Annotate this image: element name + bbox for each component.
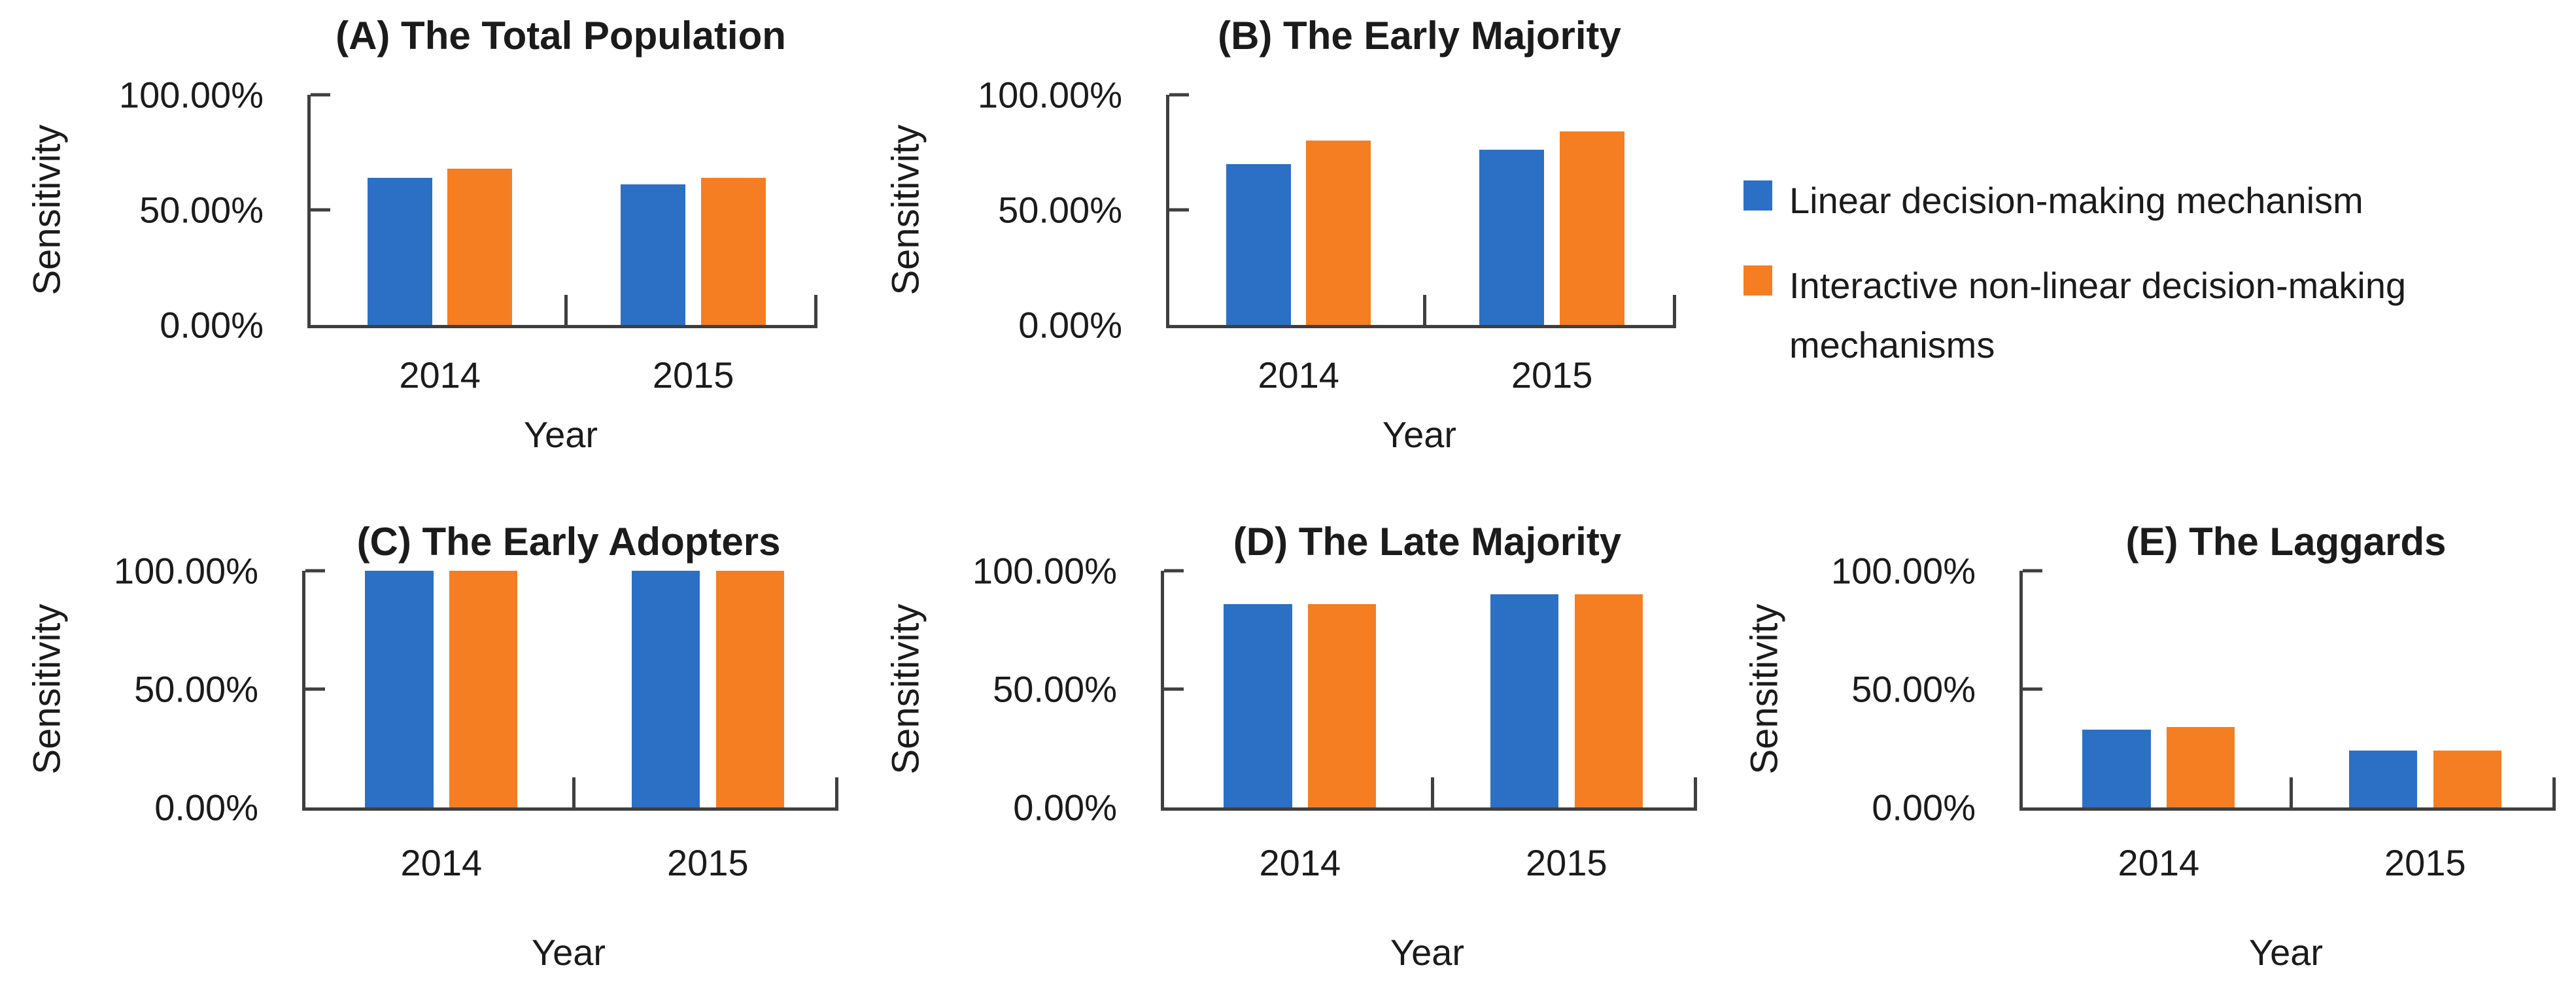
bar-2014-linear	[367, 177, 432, 325]
y-tick-label: 50.00%	[1851, 668, 1976, 710]
bar-2015-interactive-nonlinear	[2433, 751, 2501, 807]
x-axis-title: Year	[523, 414, 598, 455]
chart-early-adopters: (C) The Early Adopters Sensitivity 100.0…	[0, 497, 859, 999]
x-tick-mark	[572, 777, 575, 807]
x-axis-title: Year	[1390, 932, 1465, 973]
chart-late-majority: (D) The Late Majority Sensitivity 100.00…	[859, 497, 1717, 999]
y-tick-label: 50.00%	[993, 668, 1117, 710]
chart-laggards: (E) The Laggards Sensitivity 100.00% 50.0…	[1717, 497, 2576, 999]
x-axis-title: Year	[531, 932, 606, 973]
x-tick-mark	[835, 777, 838, 807]
y-tick-label: 0.00%	[1013, 787, 1117, 828]
y-tick-mark	[311, 208, 330, 212]
chart-title: (A) The Total Population	[335, 14, 786, 58]
chart-total-population: (A) The Total Population Sensitivity 100…	[0, 0, 859, 489]
y-axis-title: Sensitivity	[884, 603, 927, 775]
legend-label: Linear decision-making mechanism	[1789, 180, 2363, 221]
chart-title: (D) The Late Majority	[1233, 520, 1622, 564]
x-tick-mark	[2289, 777, 2293, 807]
y-tick-mark	[305, 687, 325, 691]
bar-2015-linear	[631, 571, 700, 807]
bar-2015-interactive-nonlinear	[1574, 594, 1643, 807]
x-axis-title: Year	[1382, 414, 1457, 455]
y-tick-label: 100.00%	[1830, 550, 1976, 592]
y-axis-title: Sensitivity	[26, 603, 69, 775]
bar-2014-interactive-nonlinear	[2167, 726, 2235, 807]
legend: Linear decision-making mechanism Interac…	[1717, 0, 2576, 489]
y-tick-label: 100.00%	[972, 550, 1117, 592]
bar-2015-linear	[1490, 594, 1559, 807]
x-tick-label: 2014	[2118, 842, 2200, 883]
x-tick-label: 2015	[652, 354, 734, 396]
y-tick-mark	[1164, 569, 1184, 573]
x-tick-mark	[1673, 295, 1676, 325]
x-axis-title: Year	[2248, 932, 2324, 973]
bar-2015-interactive-nonlinear	[700, 177, 766, 325]
y-tick-mark	[311, 93, 330, 97]
x-tick-label: 2014	[399, 354, 481, 396]
bar-2014-interactive-nonlinear	[447, 168, 513, 325]
x-tick-label: 2014	[400, 842, 483, 883]
bar-2014-linear	[2082, 729, 2151, 807]
y-tick-label: 0.00%	[154, 787, 258, 828]
plot-area: 100.00% 50.00% 0.00% 2014 2015	[972, 550, 1697, 883]
bar-2014-linear	[1224, 603, 1292, 807]
bar-2014-interactive-nonlinear	[1306, 141, 1371, 325]
bar-2015-linear	[2348, 751, 2418, 807]
y-tick-label: 100.00%	[113, 550, 258, 592]
x-tick-mark	[1422, 295, 1426, 325]
bar-2015-interactive-nonlinear	[1559, 131, 1624, 325]
y-tick-mark	[1169, 93, 1189, 97]
y-tick-mark	[1164, 687, 1184, 691]
y-axis-title: Sensitivity	[1743, 603, 1786, 775]
legend-label: Interactive non-linear decision-making m…	[1789, 265, 2407, 365]
y-tick-label: 100.00%	[977, 74, 1122, 116]
legend-item-interactive-nonlinear: Interactive non-linear decision-making m…	[1743, 256, 2554, 375]
plot-area: 100.00% 50.00% 0.00% 2014 2015	[978, 75, 1676, 396]
chart-title: (C) The Early Adopters	[356, 520, 781, 564]
legend-item-linear: Linear decision-making mechanism	[1743, 171, 2554, 231]
legend-swatch-orange	[1743, 265, 1772, 296]
y-tick-label: 50.00%	[998, 189, 1122, 231]
plot-area: 100.00% 50.00% 0.00% 2014 2015	[119, 75, 817, 396]
bar-2014-linear	[365, 571, 434, 807]
x-tick-mark	[2552, 777, 2556, 807]
x-tick-mark	[1694, 777, 1697, 807]
x-tick-mark	[1430, 777, 1434, 807]
legend-swatch-blue	[1743, 180, 1772, 211]
bar-2015-linear	[1479, 150, 1545, 325]
chart-title: (E) The Laggards	[2125, 520, 2447, 564]
bar-2014-linear	[1226, 163, 1291, 325]
y-tick-mark	[2023, 687, 2042, 691]
bar-2014-interactive-nonlinear	[449, 571, 518, 807]
y-tick-mark	[2023, 569, 2042, 573]
y-tick-label: 0.00%	[1018, 304, 1122, 346]
y-tick-label: 50.00%	[134, 668, 258, 710]
y-tick-label: 0.00%	[160, 304, 264, 346]
chart-early-majority: (B) The Early Majority Sensitivity 100.0…	[859, 0, 1717, 489]
x-tick-label: 2015	[1526, 842, 1607, 883]
plot-area: 100.00% 50.00% 0.00% 2014 2015	[114, 550, 838, 883]
x-tick-label: 2014	[1258, 354, 1339, 396]
bar-2014-interactive-nonlinear	[1308, 603, 1377, 807]
x-tick-label: 2015	[667, 842, 749, 883]
y-axis-title: Sensitivity	[26, 124, 69, 296]
x-tick-label: 2014	[1259, 842, 1341, 883]
bar-2015-interactive-nonlinear	[715, 571, 784, 807]
y-tick-label: 0.00%	[1872, 787, 1976, 828]
x-tick-label: 2015	[2384, 842, 2466, 883]
x-tick-mark	[564, 295, 568, 325]
y-axis-title: Sensitivity	[884, 124, 927, 296]
x-tick-label: 2015	[1511, 354, 1593, 396]
bar-2015-linear	[621, 184, 686, 325]
plot-area: 100.00% 50.00% 0.00% 2014 2015	[1831, 550, 2556, 883]
y-tick-label: 50.00%	[139, 189, 264, 231]
y-tick-mark	[1169, 208, 1189, 212]
y-tick-label: 100.00%	[118, 74, 264, 116]
chart-title: (B) The Early Majority	[1218, 14, 1621, 58]
y-tick-mark	[305, 569, 325, 573]
x-tick-mark	[814, 295, 817, 325]
